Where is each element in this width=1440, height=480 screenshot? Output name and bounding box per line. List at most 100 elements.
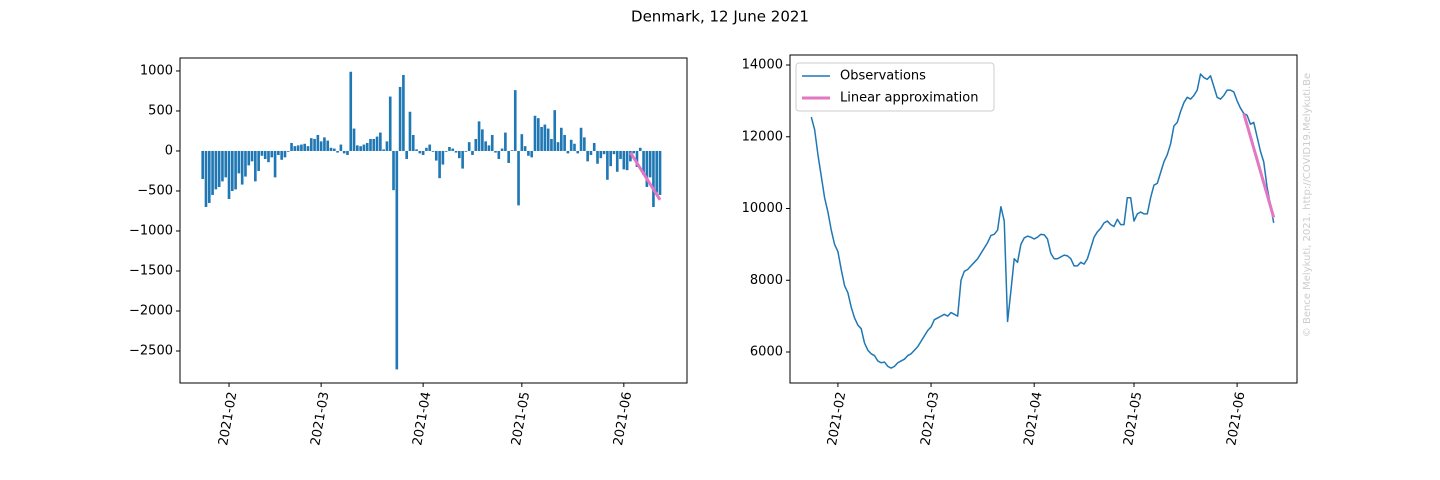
- bar: [507, 150, 510, 163]
- bar: [658, 150, 662, 195]
- bar: [201, 150, 205, 179]
- bar: [550, 138, 553, 151]
- bar: [622, 150, 626, 170]
- x-tick-label: 2021-05: [1121, 391, 1145, 447]
- bar: [632, 150, 636, 154]
- bar: [273, 150, 277, 178]
- bar: [250, 150, 254, 162]
- bar: [227, 150, 231, 199]
- bar: [500, 148, 504, 151]
- bar: [221, 150, 224, 182]
- y-tick-label: −2000: [129, 303, 173, 318]
- bar: [240, 150, 244, 185]
- y-tick-label: −1000: [129, 223, 173, 238]
- legend-label: Linear approximation: [840, 91, 978, 106]
- bar: [540, 126, 543, 151]
- bar: [652, 150, 655, 207]
- bar: [214, 150, 218, 190]
- bar: [536, 118, 540, 151]
- bar: [372, 138, 376, 151]
- x-tick-label: 2021-05: [509, 391, 533, 447]
- bar: [629, 150, 632, 162]
- bar: [451, 148, 455, 151]
- bar: [293, 146, 297, 151]
- bar: [471, 150, 474, 155]
- bar: [375, 136, 379, 151]
- line: [1242, 113, 1276, 218]
- bar: [560, 127, 563, 151]
- bar: [290, 142, 293, 151]
- bar: [277, 150, 280, 155]
- axes-frame: [789, 54, 1298, 384]
- bar: [398, 86, 402, 151]
- x-tick-label: 2021-06: [1224, 391, 1248, 447]
- x-tick-label: 2021-04: [1021, 391, 1045, 447]
- bar: [441, 150, 445, 165]
- watermark: © Bence Melykuti, 2021. http://COVID19.M…: [1302, 73, 1313, 337]
- bar: [296, 145, 300, 151]
- bar: [270, 150, 274, 158]
- bar: [494, 150, 497, 153]
- bar: [513, 90, 517, 151]
- bar: [319, 141, 323, 151]
- bar: [349, 71, 353, 151]
- bar: [234, 150, 237, 190]
- bar: [283, 150, 287, 158]
- bar: [431, 150, 435, 152]
- legend-box: [795, 62, 995, 112]
- bar: [464, 150, 468, 152]
- bar: [332, 148, 336, 151]
- bar: [405, 150, 409, 159]
- y-tick-label: 12000: [742, 129, 783, 144]
- bar: [645, 150, 649, 187]
- bar: [523, 146, 527, 151]
- figure-title: Denmark, 12 June 2021: [631, 8, 809, 26]
- bar: [638, 147, 642, 151]
- x-tick-label: 2021-03: [918, 391, 942, 447]
- bar: [365, 142, 369, 151]
- bar: [379, 132, 382, 151]
- bar: [257, 150, 260, 171]
- bar: [477, 121, 481, 151]
- bar: [392, 150, 395, 191]
- x-tick-label: 2021-02: [825, 391, 849, 447]
- bar: [615, 150, 619, 172]
- bar: [434, 150, 438, 161]
- bar: [217, 150, 221, 187]
- bar: [609, 150, 612, 167]
- bar: [484, 141, 487, 151]
- bar: [490, 134, 494, 151]
- bar: [224, 150, 228, 178]
- bar: [596, 150, 599, 164]
- bar: [563, 134, 566, 151]
- bar: [497, 150, 501, 159]
- bar: [467, 142, 471, 151]
- bar: [263, 150, 267, 159]
- bar: [402, 74, 405, 151]
- bar: [569, 139, 573, 151]
- bar: [635, 150, 639, 167]
- bar: [415, 149, 418, 151]
- bar: [474, 138, 478, 151]
- y-tick-label: −1500: [129, 263, 173, 278]
- bar: [579, 127, 583, 151]
- bar: [655, 150, 659, 193]
- bar: [527, 150, 530, 156]
- bar: [487, 145, 491, 151]
- x-tick-label: 2021-04: [410, 391, 434, 447]
- bar: [346, 150, 349, 155]
- bar: [612, 150, 616, 155]
- bar: [553, 110, 557, 151]
- bar: [313, 138, 316, 151]
- bar: [642, 150, 645, 175]
- bar: [362, 144, 366, 151]
- bar: [336, 150, 339, 153]
- bar: [543, 124, 547, 151]
- bar: [583, 137, 586, 151]
- bar: [602, 150, 606, 155]
- bar: [648, 150, 652, 178]
- bar: [576, 150, 580, 154]
- bar: [425, 147, 428, 151]
- bar: [589, 150, 593, 155]
- bar: [421, 150, 425, 155]
